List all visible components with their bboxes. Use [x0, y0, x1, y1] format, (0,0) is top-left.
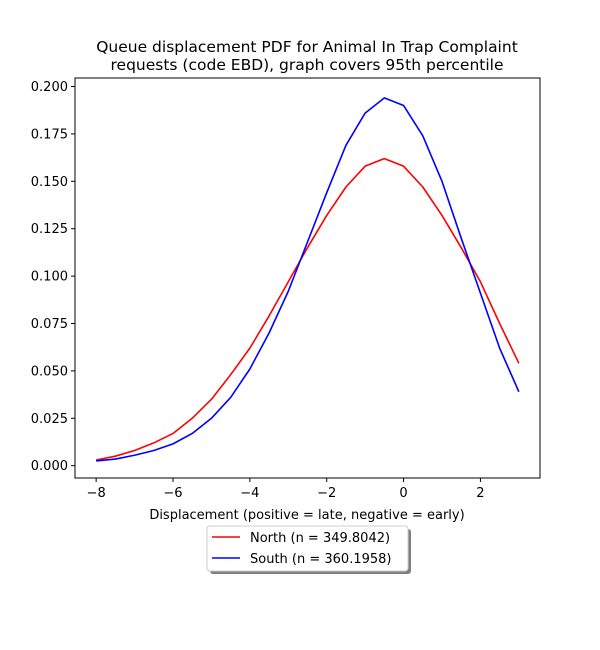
y-tick-label: 0.150 — [31, 175, 68, 190]
chart-title-line-1: Queue displacement PDF for Animal In Tra… — [96, 38, 518, 56]
x-tick-label: 0 — [399, 486, 407, 501]
x-tick-label: −6 — [163, 486, 182, 501]
x-tick-label: −2 — [317, 486, 336, 501]
chart-title-line-2: requests (code EBD), graph covers 95th p… — [111, 56, 504, 74]
x-axis-label: Displacement (positive = late, negative … — [149, 508, 464, 523]
x-tick-label: −8 — [87, 486, 106, 501]
legend-box — [206, 525, 409, 572]
series-line-1 — [96, 97, 520, 462]
y-tick-label: 0.050 — [31, 364, 68, 379]
x-tick-label: −4 — [240, 486, 259, 501]
legend-label-north: North (n = 349.8042) — [250, 531, 390, 546]
chart-title: Queue displacement PDF for Animal In Tra… — [96, 38, 518, 74]
x-axis: −8 −6 −4 −2 0 2 — [87, 478, 485, 501]
series-line-0 — [95, 157, 520, 461]
y-tick-label: 0.200 — [31, 80, 68, 95]
y-tick-label: 0.025 — [31, 412, 68, 427]
series-lines — [95, 97, 520, 462]
y-tick-label: 0.100 — [31, 270, 68, 285]
y-tick-label: 0.125 — [31, 222, 68, 237]
x-tick-label: 2 — [476, 486, 484, 501]
y-tick-label: 0.000 — [31, 459, 68, 474]
y-tick-label: 0.075 — [31, 317, 68, 332]
y-axis: 0.000 0.025 0.050 0.075 0.100 0.125 0.150 0.175… — [31, 80, 75, 474]
legend-label-south: South (n = 360.1958) — [250, 552, 391, 567]
plot-area-frame — [74, 77, 541, 479]
legend: North (n = 349.8042) South (n = 360.1958… — [206, 525, 411, 574]
y-tick-label: 0.175 — [31, 127, 68, 142]
